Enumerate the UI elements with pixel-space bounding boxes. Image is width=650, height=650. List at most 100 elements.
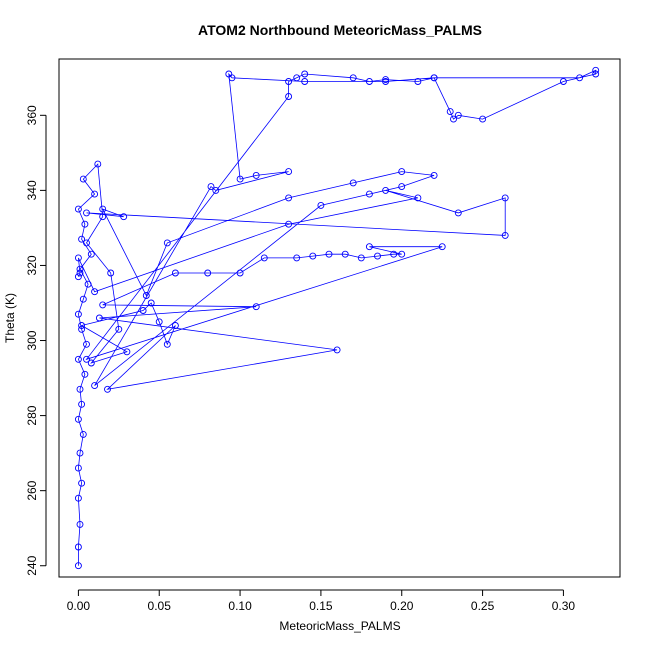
data-point xyxy=(99,205,107,213)
x-tick-label: 0.30 xyxy=(552,599,576,613)
data-point xyxy=(91,382,99,390)
data-point xyxy=(171,269,179,277)
data-point xyxy=(365,190,373,198)
data-point xyxy=(163,239,171,247)
data-point xyxy=(155,318,163,326)
data-point xyxy=(212,186,220,194)
data-point xyxy=(207,183,215,191)
data-point xyxy=(398,168,406,176)
data-point xyxy=(382,186,390,194)
data-point xyxy=(171,322,179,329)
data-point xyxy=(450,115,457,123)
data-point xyxy=(501,231,509,239)
data-point xyxy=(139,307,147,314)
data-point xyxy=(430,171,438,179)
data-point xyxy=(79,430,87,438)
data-point xyxy=(236,175,244,183)
data-point xyxy=(76,265,84,273)
data-point xyxy=(285,93,293,100)
y-tick-label: 360 xyxy=(25,105,39,125)
data-point xyxy=(414,194,422,202)
y-tick-label: 280 xyxy=(25,405,39,425)
data-point xyxy=(76,269,84,277)
data-point xyxy=(293,254,301,262)
y-tick-label: 240 xyxy=(25,555,39,575)
data-point xyxy=(285,194,293,202)
data-point xyxy=(301,78,309,85)
data-point xyxy=(438,243,446,251)
data-point xyxy=(74,464,82,472)
data-point xyxy=(592,70,600,78)
data-point xyxy=(79,175,87,183)
data-point xyxy=(74,273,82,281)
data-point xyxy=(74,310,82,318)
data-point xyxy=(99,301,107,309)
data-point xyxy=(252,171,260,179)
data-point xyxy=(78,235,86,243)
data-point xyxy=(382,78,390,85)
data-point xyxy=(285,168,293,176)
data-point xyxy=(390,250,398,258)
data-point xyxy=(95,314,103,322)
data-point xyxy=(382,76,390,84)
data-point xyxy=(83,209,90,217)
data-point xyxy=(333,346,341,354)
data-point xyxy=(454,209,462,217)
x-tick-label: 0.05 xyxy=(148,599,172,613)
data-point xyxy=(94,160,102,168)
y-tick-label: 320 xyxy=(25,255,39,275)
data-point xyxy=(74,562,82,570)
plot-area xyxy=(58,58,621,578)
data-point xyxy=(74,355,82,363)
data-point xyxy=(81,220,89,228)
x-tick-label: 0.15 xyxy=(309,599,333,613)
data-point xyxy=(78,400,86,408)
data-point xyxy=(74,205,82,213)
data-point xyxy=(123,348,131,356)
data-point xyxy=(83,340,90,348)
data-point xyxy=(285,220,293,228)
data-point xyxy=(83,239,90,247)
x-axis-label: MeteoricMass_PALMS xyxy=(279,619,400,633)
data-point xyxy=(83,355,90,363)
x-tick-label: 0.25 xyxy=(471,599,495,613)
chart-title: ATOM2 Northbound MeteoricMass_PALMS xyxy=(198,22,482,38)
data-point xyxy=(87,250,95,258)
data-point xyxy=(501,194,509,202)
data-point xyxy=(398,250,406,258)
data-point xyxy=(78,322,86,329)
series-line xyxy=(77,69,597,566)
data-point xyxy=(592,66,600,74)
data-point xyxy=(91,190,99,198)
data-point xyxy=(454,111,462,119)
data-point xyxy=(91,288,99,296)
data-point xyxy=(204,269,212,277)
data-point xyxy=(74,543,82,551)
x-tick-label: 0.20 xyxy=(390,599,414,613)
data-point xyxy=(317,201,325,209)
data-point xyxy=(293,74,301,82)
data-point xyxy=(99,213,107,221)
data-point xyxy=(309,252,317,260)
y-tick-label: 340 xyxy=(25,180,39,200)
data-point xyxy=(74,254,82,262)
data-point xyxy=(576,74,584,82)
x-tick-label: 0.00 xyxy=(67,599,91,613)
y-axis-label: Theta (K) xyxy=(3,293,17,343)
data-point xyxy=(81,370,89,378)
data-point xyxy=(398,183,406,191)
data-point xyxy=(104,385,111,393)
x-tick-label: 0.10 xyxy=(228,599,252,613)
data-point xyxy=(325,250,333,258)
data-point xyxy=(78,325,86,333)
y-tick-label: 300 xyxy=(25,330,39,350)
data-point xyxy=(84,280,92,288)
data-point xyxy=(87,359,95,367)
data-point xyxy=(374,252,381,260)
data-point xyxy=(76,449,84,457)
data-point xyxy=(78,479,86,487)
series-layer xyxy=(74,66,600,570)
y-axis: 240 260 280 300 320 340 360 xyxy=(25,105,47,576)
data-point xyxy=(357,254,365,262)
data-point xyxy=(260,254,268,262)
